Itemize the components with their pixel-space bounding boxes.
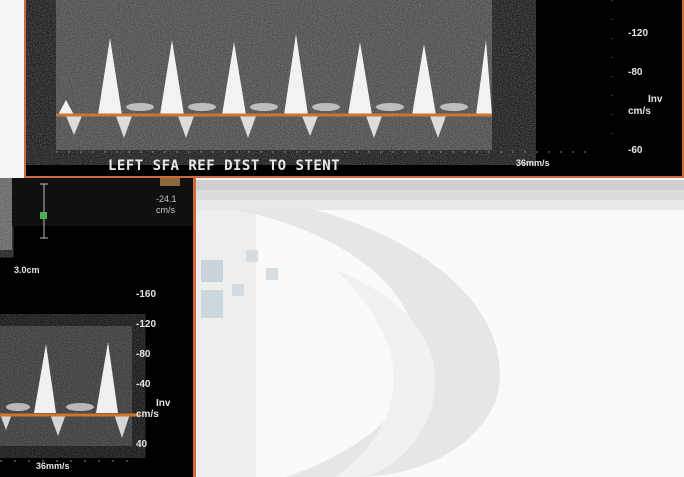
depth-label: 3.0cm [14, 265, 40, 275]
sample-gate-marker [40, 212, 47, 219]
scale-tick-bottom: Inv [156, 398, 171, 409]
velocity-unit: cm/s [156, 205, 175, 215]
scale-tick-bottom: -40 [136, 379, 151, 390]
scale-tick-bottom: 40 [136, 439, 148, 450]
doppler-panel-top: LEFT SFA REF DIST TO STENT 36mm/s -120 -… [24, 0, 684, 178]
scale-tick-bottom: -80 [136, 349, 151, 360]
scale-tick-bottom: -160 [136, 289, 157, 300]
scale-tick-top: -120 [628, 28, 649, 39]
doppler-spectrum-bottom [0, 178, 193, 462]
gray-stripe-light [196, 200, 684, 210]
velocity-readout: -24.1 [156, 194, 177, 204]
doppler-panel-bottom: -24.1 cm/s 3.0cm -160 -120 -80 -40 Inv c… [0, 178, 196, 477]
scale-tick-top: -80 [628, 67, 643, 78]
scale-tick-bottom: -120 [136, 319, 157, 330]
scale-tick-top: -60 [628, 145, 643, 156]
logo-watermark [196, 210, 684, 477]
sweep-speed-top: 36mm/s [516, 158, 550, 168]
study-label: LEFT SFA REF DIST TO STENT [108, 158, 341, 174]
scale-tick-top: cm/s [628, 106, 651, 117]
gray-stripe-dark [196, 180, 684, 190]
gray-stripe-mid [196, 190, 684, 200]
scale-tick-bottom: cm/s [136, 409, 159, 420]
sweep-speed-bottom: 36mm/s [36, 461, 70, 471]
doppler-spectrum-top [56, 0, 613, 153]
scale-tick-top: Inv [648, 94, 663, 105]
